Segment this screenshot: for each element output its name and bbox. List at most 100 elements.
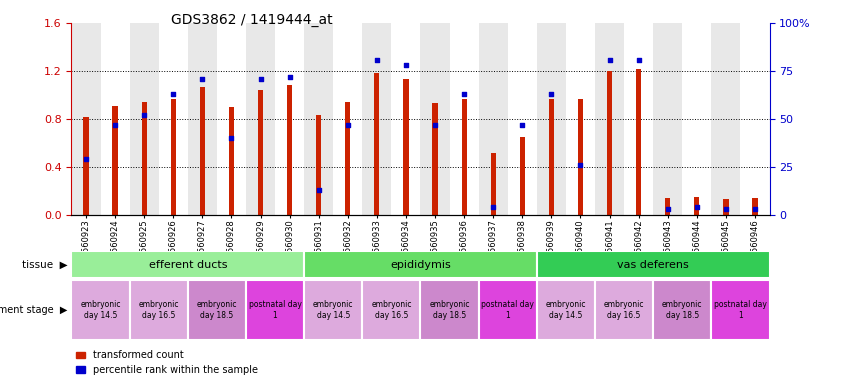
Text: efferent ducts: efferent ducts — [149, 260, 227, 270]
Bar — [537, 251, 770, 278]
Bar — [432, 103, 437, 215]
Bar — [566, 23, 595, 215]
Bar — [258, 90, 263, 215]
Text: development stage  ▶: development stage ▶ — [0, 305, 67, 315]
Point — [458, 91, 471, 97]
Bar — [508, 23, 537, 215]
Bar — [101, 23, 130, 215]
Text: embryonic
day 16.5: embryonic day 16.5 — [371, 300, 411, 320]
Bar — [520, 137, 525, 215]
Point — [748, 206, 762, 212]
Bar — [188, 23, 217, 215]
Point — [370, 56, 383, 63]
Bar — [404, 79, 409, 215]
Bar — [740, 23, 770, 215]
Bar — [479, 280, 537, 340]
Text: vas deferens: vas deferens — [617, 260, 689, 270]
Point — [312, 187, 325, 193]
Point — [632, 56, 645, 63]
Bar — [694, 197, 700, 215]
Bar — [374, 73, 379, 215]
Point — [661, 206, 674, 212]
Bar — [595, 23, 624, 215]
Bar — [420, 280, 479, 340]
Bar — [490, 152, 496, 215]
Bar — [304, 23, 333, 215]
Bar — [71, 23, 101, 215]
Point — [399, 62, 413, 68]
Text: embryonic
day 16.5: embryonic day 16.5 — [139, 300, 179, 320]
Text: postnatal day
1: postnatal day 1 — [714, 300, 767, 320]
Bar — [130, 23, 159, 215]
Bar — [636, 69, 641, 215]
Bar — [333, 23, 362, 215]
Bar — [753, 198, 758, 215]
Point — [137, 112, 151, 118]
Point — [79, 156, 93, 162]
Bar — [83, 117, 88, 215]
Text: postnatal day
1: postnatal day 1 — [249, 300, 302, 320]
Text: embryonic
day 14.5: embryonic day 14.5 — [313, 300, 353, 320]
Bar — [595, 280, 653, 340]
Bar — [304, 280, 362, 340]
Text: embryonic
day 14.5: embryonic day 14.5 — [81, 300, 121, 320]
Text: embryonic
day 14.5: embryonic day 14.5 — [546, 300, 586, 320]
Point — [167, 91, 180, 97]
Bar — [304, 251, 537, 278]
Bar — [229, 107, 234, 215]
Point — [196, 76, 209, 82]
Text: embryonic
day 18.5: embryonic day 18.5 — [197, 300, 237, 320]
Bar — [113, 106, 118, 215]
Bar — [246, 23, 275, 215]
Bar — [345, 102, 351, 215]
Point — [603, 56, 616, 63]
Point — [108, 122, 122, 128]
Bar — [537, 280, 595, 340]
Bar — [246, 280, 304, 340]
Bar — [275, 23, 304, 215]
Bar — [549, 99, 554, 215]
Text: embryonic
day 18.5: embryonic day 18.5 — [430, 300, 470, 320]
Bar — [287, 86, 292, 215]
Bar — [188, 280, 246, 340]
Legend: transformed count, percentile rank within the sample: transformed count, percentile rank withi… — [77, 351, 258, 375]
Bar — [316, 116, 321, 215]
Bar — [171, 99, 176, 215]
Text: embryonic
day 18.5: embryonic day 18.5 — [662, 300, 702, 320]
Bar — [159, 23, 188, 215]
Bar — [537, 23, 566, 215]
Text: postnatal day
1: postnatal day 1 — [481, 300, 534, 320]
Bar — [71, 280, 130, 340]
Bar — [578, 99, 583, 215]
Bar — [200, 87, 205, 215]
Point — [486, 204, 500, 210]
Bar — [479, 23, 508, 215]
Text: epididymis: epididymis — [390, 260, 451, 270]
Bar — [217, 23, 246, 215]
Text: tissue  ▶: tissue ▶ — [22, 260, 67, 270]
Bar — [130, 280, 188, 340]
Text: GDS3862 / 1419444_at: GDS3862 / 1419444_at — [172, 13, 333, 27]
Point — [574, 162, 587, 168]
Bar — [462, 99, 467, 215]
Bar — [723, 199, 728, 215]
Bar — [711, 23, 740, 215]
Bar — [71, 251, 304, 278]
Bar — [362, 23, 391, 215]
Point — [690, 204, 704, 210]
Bar — [450, 23, 479, 215]
Bar — [141, 102, 147, 215]
Point — [545, 91, 558, 97]
Point — [516, 122, 529, 128]
Text: embryonic
day 16.5: embryonic day 16.5 — [604, 300, 644, 320]
Point — [719, 206, 733, 212]
Bar — [711, 280, 770, 340]
Bar — [607, 71, 612, 215]
Point — [254, 76, 267, 82]
Point — [341, 122, 355, 128]
Bar — [391, 23, 420, 215]
Bar — [420, 23, 450, 215]
Point — [225, 135, 238, 141]
Point — [283, 74, 296, 80]
Bar — [665, 198, 670, 215]
